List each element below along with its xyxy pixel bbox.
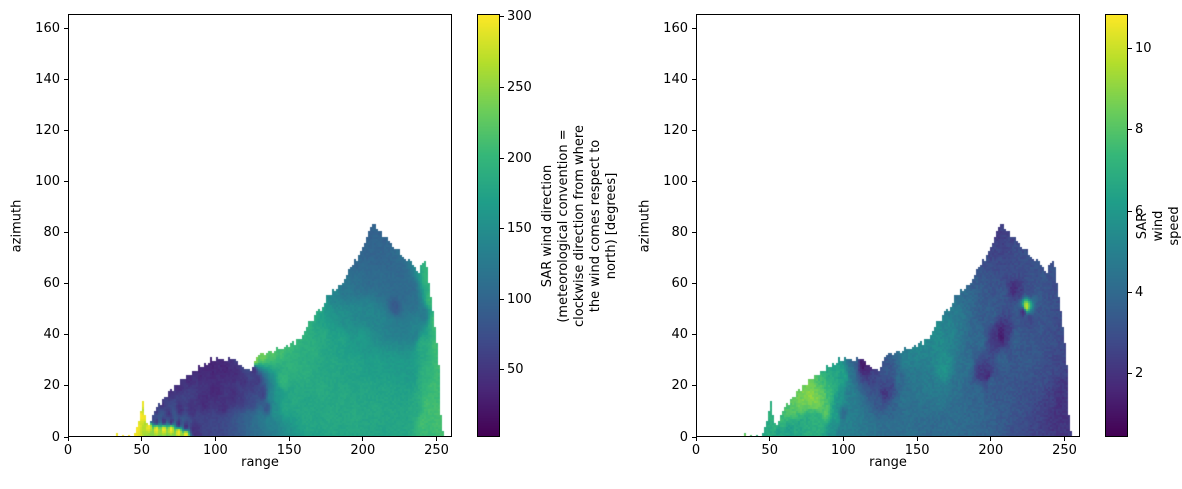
y-tick-label: 120 [663,123,688,139]
y-tick-label: 0 [51,429,60,445]
colorbar-tick-label: 8 [1135,122,1144,138]
colorbar-tick-mark [500,298,504,300]
y-tick-mark [692,385,696,387]
y-tick-label: 80 [43,225,60,241]
x-tick-label: 150 [904,443,930,458]
colorbar-tick-mark [1128,129,1132,131]
x-tick-label: 250 [1052,443,1077,458]
y-tick-label: 60 [43,276,60,292]
colorbar-tick-mark [1128,292,1132,294]
axes-wind-speed [696,14,1080,437]
colorbar-tick-label: 300 [507,9,532,25]
x-tick-mark [695,437,697,441]
colorbar-tick-mark [500,157,504,159]
y-tick-mark [64,28,68,30]
x-tick-label: 100 [830,443,856,458]
axes-wind-direction [68,14,452,437]
x-tick-label: 0 [691,443,701,458]
y-tick-mark [692,283,696,285]
colorbar-gradient-wind-speed [1106,15,1127,436]
y-tick-mark [64,79,68,81]
x-tick-mark [769,437,771,441]
colorbar-tick-label: 250 [507,79,532,95]
colorbar-tick-mark [500,16,504,18]
colorbar-gradient-wind-direction [478,15,499,436]
colorbar-wind-direction [477,14,500,437]
y-tick-label: 0 [679,429,688,445]
x-tick-mark [362,437,364,441]
y-tick-label: 20 [43,378,60,394]
x-tick-mark [1064,437,1066,441]
y-tick-label: 140 [663,72,688,88]
y-tick-label: 120 [35,123,60,139]
colorbar-tick-label: 6 [1135,203,1144,219]
x-axis-label-wind-direction: range [241,455,279,470]
x-tick-label: 50 [133,443,150,458]
heatmap-wind-direction [68,14,452,437]
colorbar-tick-mark [1128,48,1132,50]
x-tick-label: 100 [202,443,228,458]
y-tick-mark [64,334,68,336]
y-tick-label: 100 [35,174,60,190]
y-tick-mark [64,232,68,234]
y-tick-label: 160 [35,21,60,37]
x-tick-mark [436,437,438,441]
colorbar-tick-label: 200 [507,150,532,166]
x-tick-mark [214,437,216,441]
y-tick-mark [692,181,696,183]
x-tick-mark [288,437,290,441]
y-tick-mark [64,283,68,285]
y-tick-mark [692,232,696,234]
y-tick-label: 140 [35,72,60,88]
y-tick-mark [64,181,68,183]
y-tick-label: 40 [671,327,688,343]
heatmap-wind-speed [696,14,1080,437]
x-tick-label: 200 [978,443,1004,458]
x-axis-label-wind-speed: range [869,455,907,470]
x-tick-mark [916,437,918,441]
y-tick-label: 60 [671,276,688,292]
y-tick-mark [692,130,696,132]
x-tick-label: 150 [276,443,302,458]
y-axis-label-wind-direction: azimuth [9,199,25,252]
colorbar-wind-speed [1105,14,1128,437]
x-tick-mark [67,437,69,441]
colorbar-tick-mark [500,369,504,371]
colorbar-label-wind-direction: SAR wind direction (meteorological conve… [540,124,619,327]
y-tick-mark [692,79,696,81]
colorbar-tick-label: 50 [507,362,524,378]
colorbar-tick-label: 4 [1135,285,1144,301]
colorbar-tick-mark [1128,373,1132,375]
colorbar-tick-mark [500,228,504,230]
y-tick-mark [64,130,68,132]
y-tick-mark [692,334,696,336]
x-tick-mark [990,437,992,441]
x-tick-label: 50 [761,443,778,458]
x-tick-label: 200 [350,443,376,458]
colorbar-tick-label: 150 [507,221,532,237]
x-tick-mark [141,437,143,441]
colorbar-tick-mark [1128,210,1132,212]
x-tick-label: 0 [63,443,73,458]
colorbar-tick-label: 100 [507,291,532,307]
y-tick-label: 100 [663,174,688,190]
y-axis-label-wind-speed: azimuth [637,199,653,252]
y-tick-label: 160 [663,21,688,37]
y-tick-mark [692,436,696,438]
y-tick-label: 40 [43,327,60,343]
y-tick-mark [64,436,68,438]
colorbar-tick-mark [500,86,504,88]
x-tick-label: 250 [424,443,449,458]
x-tick-mark [842,437,844,441]
colorbar-tick-label: 10 [1135,41,1152,57]
y-tick-mark [692,28,696,30]
y-tick-label: 80 [671,225,688,241]
y-tick-label: 20 [671,378,688,394]
y-tick-mark [64,385,68,387]
colorbar-tick-label: 2 [1135,366,1144,382]
